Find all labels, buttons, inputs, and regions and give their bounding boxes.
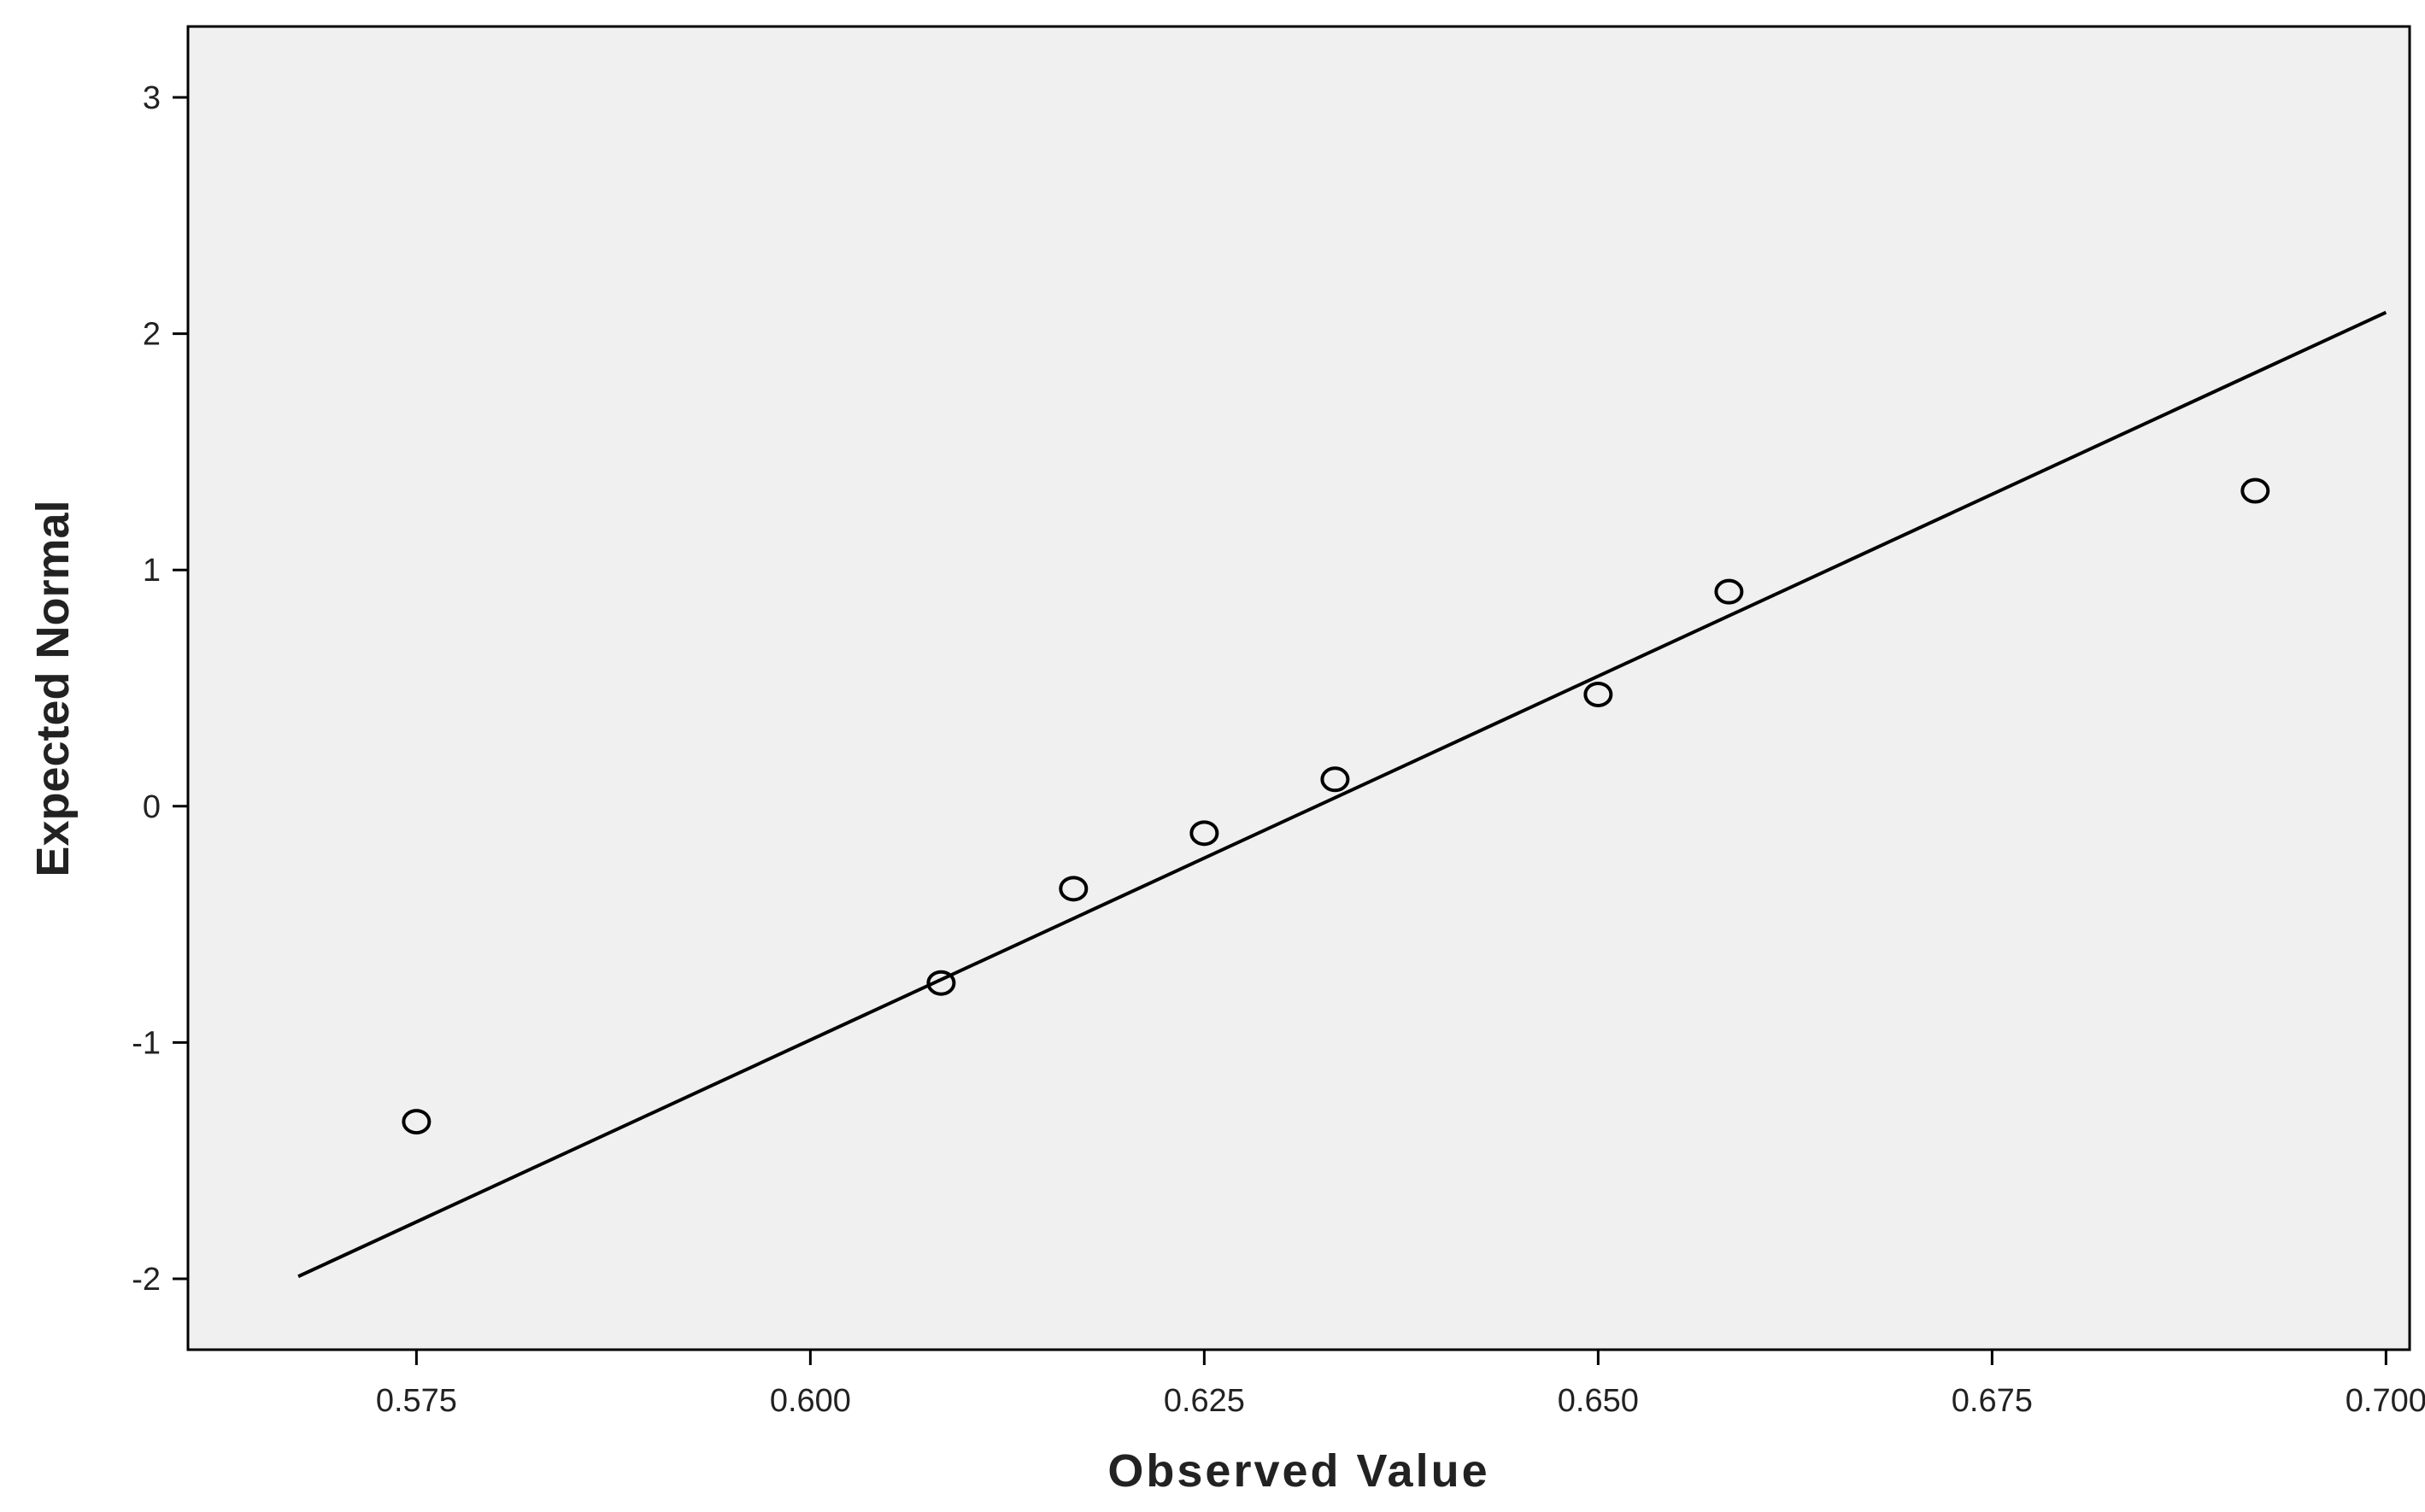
y-tick-label: -2 (132, 1262, 161, 1298)
data-point (402, 1109, 432, 1135)
x-tick-label: 0.575 (376, 1383, 457, 1419)
data-point (1583, 681, 1613, 707)
x-tick-label: 0.700 (2346, 1383, 2425, 1419)
data-points (402, 478, 2270, 1135)
plot-area (186, 25, 2411, 1351)
x-axis-ticks: 0.575 0.600 0.625 0.650 0.675 0.700 (376, 1350, 2425, 1419)
data-point (2240, 478, 2270, 504)
y-axis-title: Expected Normal (27, 500, 79, 876)
y-tick-label: 1 (143, 553, 161, 589)
reference-line (297, 310, 2387, 1279)
x-tick-label: 0.650 (1558, 1383, 1639, 1419)
data-point (1320, 766, 1350, 793)
data-point (1059, 876, 1089, 902)
y-tick-label: 0 (143, 789, 161, 825)
reference-line-group (297, 310, 2387, 1279)
data-point (926, 970, 956, 996)
y-tick-label: 2 (143, 317, 161, 353)
data-point (1189, 820, 1219, 847)
y-tick-label: 3 (143, 80, 161, 116)
data-point (1714, 578, 1744, 605)
x-tick-label: 0.600 (770, 1383, 851, 1419)
x-axis-title: Observed Value (1107, 1445, 1489, 1497)
x-tick-label: 0.625 (1164, 1383, 1245, 1419)
y-tick-label: -1 (132, 1025, 161, 1061)
x-tick-label: 0.675 (1952, 1383, 2033, 1419)
y-axis-ticks: -2 -1 0 1 2 3 (132, 80, 188, 1298)
